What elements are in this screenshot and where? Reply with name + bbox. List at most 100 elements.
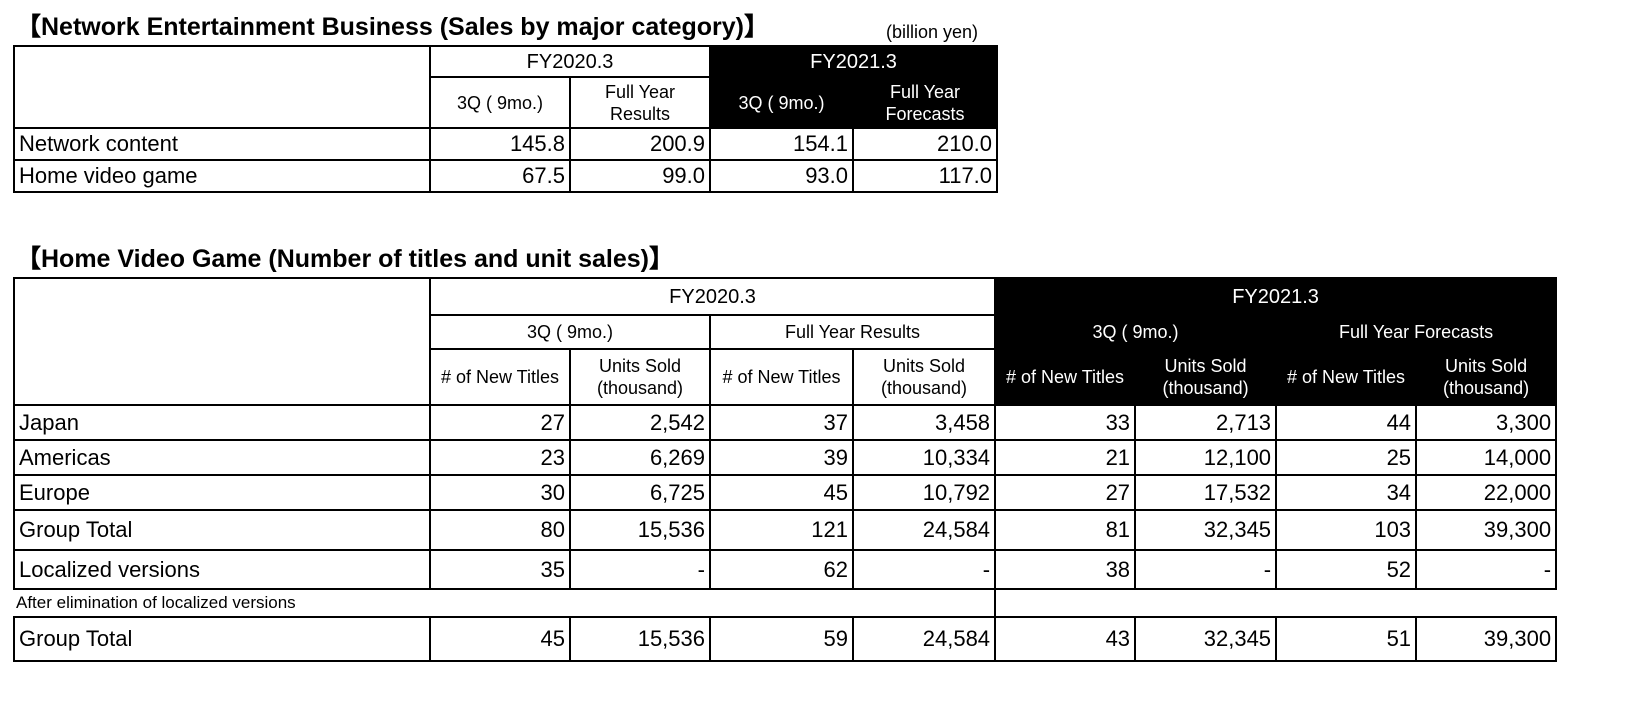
section1-unit: (billion yen) — [886, 22, 979, 42]
cell-value: 99.0 — [568, 159, 712, 193]
cell-value: 39,300 — [1415, 616, 1558, 662]
cell-value: 33 — [994, 404, 1137, 441]
cell-value: 30 — [429, 474, 571, 511]
units-sub-3q-curr: 3Q ( 9mo.) — [994, 314, 1278, 350]
cell-value: 14,000 — [1415, 439, 1558, 476]
cell-value: 43 — [994, 616, 1137, 662]
units-fy-curr-header: FY2021.3 — [994, 277, 1558, 316]
sales-col-fy-results: Full Year Results — [568, 76, 712, 129]
cell-value: 39 — [709, 439, 854, 476]
cell-value: 80 — [429, 509, 571, 551]
sales-table: FY2020.3 FY2021.3 3Q ( 9mo.) Full Year R… — [13, 45, 999, 193]
cell-value: 24,584 — [851, 509, 997, 551]
cell-value: 21 — [994, 439, 1137, 476]
cell-value: 200.9 — [568, 127, 712, 161]
row-label: Network content — [13, 127, 431, 161]
cell-value: 37 — [709, 404, 854, 441]
section1-title: 【Network Entertainment Business (Sales b… — [16, 13, 769, 41]
col-units-sold: Units Sold (thousand) — [569, 348, 711, 406]
col-new-titles: # of New Titles — [1275, 348, 1418, 406]
row-label: Europe — [13, 474, 431, 511]
cell-value: 39,300 — [1415, 509, 1558, 551]
table-row: Japan 27 2,542 37 3,458 33 2,713 44 3,30… — [13, 404, 1558, 441]
cell-value: 27 — [994, 474, 1137, 511]
units-header-blank — [13, 277, 431, 406]
note-spacer — [994, 588, 1557, 618]
cell-value: 45 — [429, 616, 571, 662]
after-elimination-note: After elimination of localized versions — [14, 588, 997, 618]
cell-value: 2,542 — [569, 404, 711, 441]
cell-value: - — [1134, 549, 1278, 590]
cell-value: 35 — [429, 549, 571, 590]
col-new-titles: # of New Titles — [994, 348, 1137, 406]
sales-fy-prev-header: FY2020.3 — [428, 45, 712, 78]
cell-value: 51 — [1275, 616, 1418, 662]
cell-value: 23 — [429, 439, 571, 476]
cell-value: 34 — [1275, 474, 1418, 511]
cell-value: - — [1415, 549, 1558, 590]
table-row: Group Total 45 15,536 59 24,584 43 32,34… — [13, 616, 1558, 662]
cell-value: 25 — [1275, 439, 1418, 476]
units-sub-3q-prev: 3Q ( 9mo.) — [429, 314, 711, 350]
sales-col-fy-forecasts: Full Year Forecasts — [852, 76, 999, 129]
cell-value: 67.5 — [429, 159, 571, 193]
cell-value: 45 — [709, 474, 854, 511]
cell-value: 62 — [709, 549, 854, 590]
cell-value: - — [851, 549, 997, 590]
section2-title: 【Home Video Game (Number of titles and u… — [16, 245, 674, 273]
cell-value: 3,300 — [1415, 404, 1558, 441]
units-sub-fy-results: Full Year Results — [708, 314, 997, 350]
cell-value: 103 — [1275, 509, 1418, 551]
cell-value: 145.8 — [429, 127, 571, 161]
sales-col-3q-curr: 3Q ( 9mo.) — [709, 76, 855, 129]
cell-value: 27 — [429, 404, 571, 441]
cell-value: 210.0 — [852, 127, 999, 161]
row-label: Japan — [13, 404, 431, 441]
cell-value: 93.0 — [709, 159, 855, 193]
row-label: Home video game — [13, 159, 431, 193]
cell-value: 154.1 — [709, 127, 855, 161]
sales-fy-curr-header: FY2021.3 — [709, 45, 999, 78]
cell-value: - — [569, 549, 711, 590]
cell-value: 10,334 — [851, 439, 997, 476]
cell-value: 117.0 — [852, 159, 999, 193]
cell-value: 15,536 — [569, 616, 711, 662]
table-row: Group Total 80 15,536 121 24,584 81 32,3… — [13, 509, 1558, 551]
cell-value: 22,000 — [1415, 474, 1558, 511]
cell-value: 59 — [709, 616, 854, 662]
cell-value: 12,100 — [1134, 439, 1278, 476]
row-label: Group Total — [13, 616, 431, 662]
table-row: Europe 30 6,725 45 10,792 27 17,532 34 2… — [13, 474, 1558, 511]
col-units-sold: Units Sold (thousand) — [1134, 348, 1278, 406]
sales-header-blank — [13, 45, 431, 129]
units-fy-prev-header: FY2020.3 — [428, 277, 997, 316]
cell-value: 17,532 — [1134, 474, 1278, 511]
row-label: Localized versions — [13, 549, 431, 590]
cell-value: 121 — [709, 509, 854, 551]
units-sub-fy-forecasts: Full Year Forecasts — [1275, 314, 1558, 350]
cell-value: 2,713 — [1134, 404, 1278, 441]
table-row: Home video game 67.5 99.0 93.0 117.0 — [13, 159, 999, 193]
units-table: FY2020.3 FY2021.3 3Q ( 9mo.) Full Year R… — [13, 277, 1558, 662]
cell-value: 32,345 — [1134, 616, 1278, 662]
cell-value: 38 — [994, 549, 1137, 590]
cell-value: 15,536 — [569, 509, 711, 551]
table-row: Network content 145.8 200.9 154.1 210.0 — [13, 127, 999, 161]
cell-value: 52 — [1275, 549, 1418, 590]
col-units-sold: Units Sold (thousand) — [851, 348, 997, 406]
cell-value: 3,458 — [851, 404, 997, 441]
cell-value: 24,584 — [851, 616, 997, 662]
cell-value: 6,269 — [569, 439, 711, 476]
sales-col-3q: 3Q ( 9mo.) — [429, 76, 571, 129]
row-label: Americas — [13, 439, 431, 476]
row-label: Group Total — [13, 509, 431, 551]
cell-value: 44 — [1275, 404, 1418, 441]
col-new-titles: # of New Titles — [709, 348, 854, 406]
cell-value: 32,345 — [1134, 509, 1278, 551]
col-new-titles: # of New Titles — [429, 348, 571, 406]
cell-value: 81 — [994, 509, 1137, 551]
cell-value: 6,725 — [569, 474, 711, 511]
table-row: Americas 23 6,269 39 10,334 21 12,100 25… — [13, 439, 1558, 476]
col-units-sold: Units Sold (thousand) — [1415, 348, 1558, 406]
table-row: Localized versions 35 - 62 - 38 - 52 - — [13, 549, 1558, 590]
